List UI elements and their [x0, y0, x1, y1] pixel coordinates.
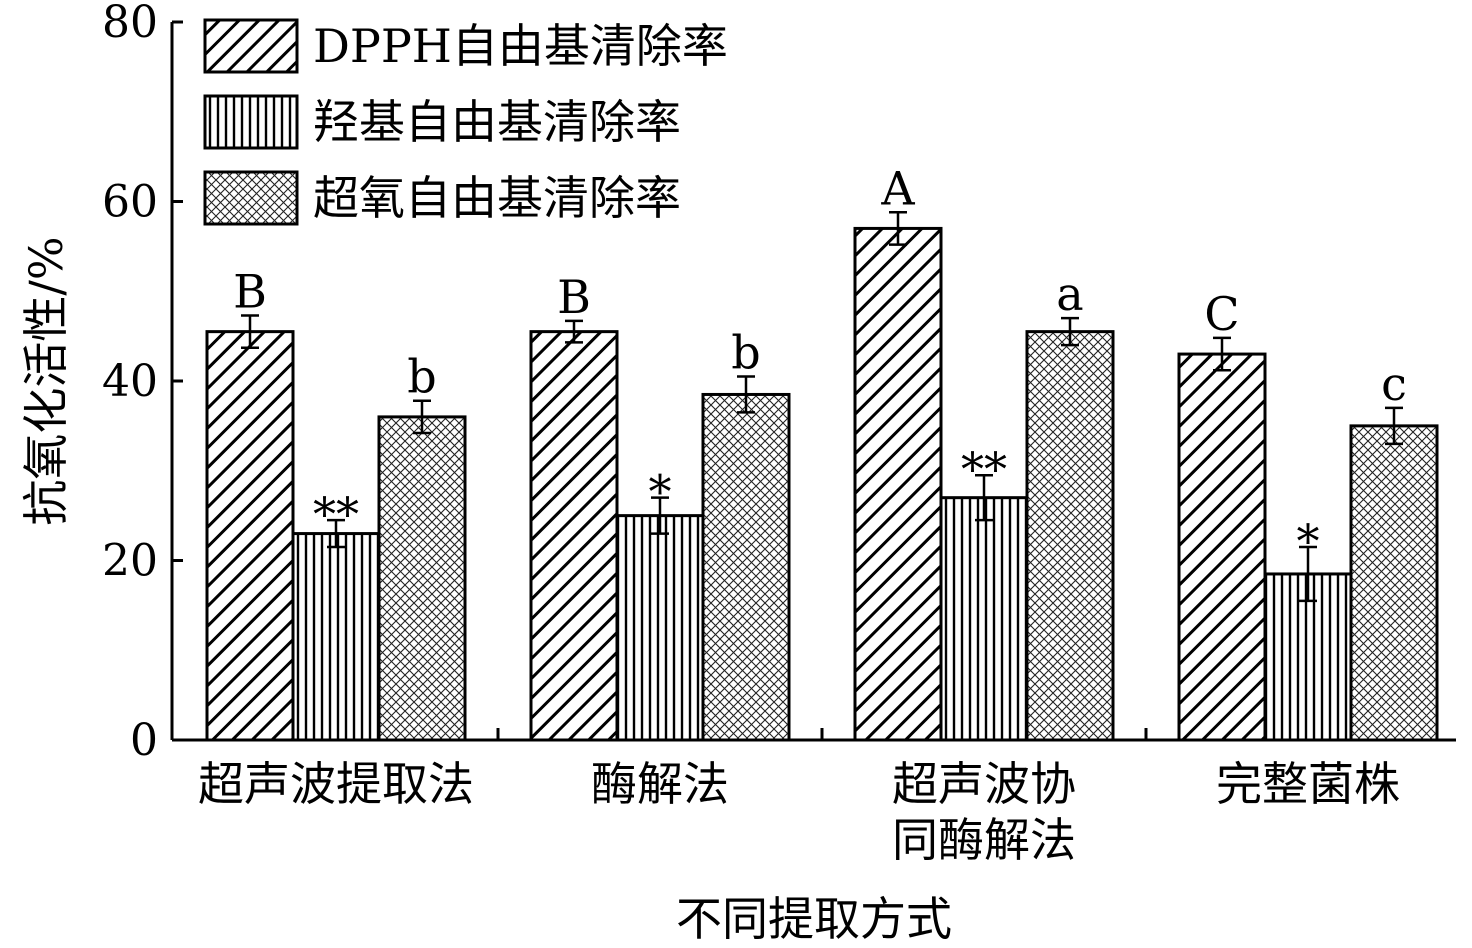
significance-label: C	[1204, 287, 1239, 341]
bar	[291, 532, 381, 742]
bar	[939, 496, 1029, 742]
significance-label: B	[557, 270, 591, 324]
category-label: 完整菌株	[1216, 757, 1400, 811]
bar	[615, 514, 705, 742]
category-label: 超声波协同酶解法	[892, 757, 1076, 867]
significance-label: b	[407, 350, 436, 404]
axes: 0 20 40 60 80	[102, 0, 1456, 766]
y-tick-label: 60	[102, 177, 158, 228]
category-label: 酶解法	[591, 757, 729, 811]
legend-label: 超氧自由基清除率	[313, 171, 681, 225]
x-ticks	[496, 728, 1148, 740]
y-axis-title: 抗氧化活性/%	[19, 236, 73, 525]
bar	[1349, 424, 1439, 742]
bar	[205, 330, 295, 742]
significance-label: A	[880, 161, 915, 215]
bar	[853, 226, 943, 742]
significance-label: c	[1381, 357, 1407, 411]
category-label: 超声波提取法	[198, 757, 474, 811]
y-tick-label: 20	[102, 536, 158, 587]
x-axis-title: 不同提取方式	[676, 892, 952, 946]
y-tick-label: 0	[130, 715, 158, 766]
error-bars-group	[241, 211, 1403, 603]
significance-label: *	[649, 465, 672, 519]
legend-swatch	[203, 94, 299, 150]
significance-label: a	[1056, 267, 1083, 321]
bar	[529, 330, 619, 742]
bar	[701, 392, 791, 742]
bars-group	[205, 226, 1439, 742]
significance-label: **	[313, 487, 359, 541]
bar	[377, 415, 467, 742]
significance-label: **	[961, 442, 1007, 496]
y-tick-label: 40	[102, 356, 158, 407]
significance-label: b	[731, 326, 760, 380]
significance-label: *	[1297, 514, 1320, 568]
category-labels: 超声波提取法 酶解法 超声波协同酶解法 完整菌株	[198, 757, 1400, 867]
legend-swatch	[203, 18, 299, 74]
significance-labels: B BAC** * ***b bac	[233, 161, 1407, 568]
legend-label: DPPH自由基清除率	[313, 19, 728, 73]
bar	[1025, 330, 1115, 742]
y-tick-label: 80	[102, 0, 158, 48]
bar	[1177, 352, 1267, 742]
y-ticks: 0 20 40 60 80	[102, 0, 183, 766]
legend-swatch	[203, 170, 299, 226]
legend-label: 羟基自由基清除率	[313, 95, 681, 149]
significance-label: B	[233, 264, 267, 318]
